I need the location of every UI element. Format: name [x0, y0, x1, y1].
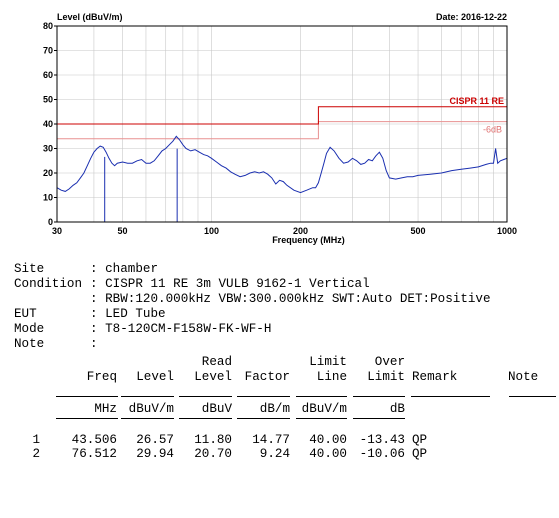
- table-cell: Remark: [412, 370, 458, 384]
- header-rule: [509, 396, 556, 397]
- table-cell: Over: [374, 355, 405, 369]
- info-row: : RBW:120.000kHz VBW:300.000kHz SWT:Auto…: [14, 292, 491, 307]
- units-rule: [237, 418, 290, 419]
- info-value: : LED Tube: [90, 307, 166, 321]
- info-value: :: [90, 337, 98, 351]
- table-cell: QP: [412, 433, 428, 447]
- info-label: Mode: [14, 322, 45, 336]
- table-cell: Note: [508, 370, 539, 384]
- units-rule: [353, 418, 405, 419]
- y-tick-label: 0: [48, 217, 53, 227]
- x-tick-label: 1000: [497, 226, 517, 236]
- table-cell: 43.506: [71, 433, 117, 447]
- table-cell: QP: [412, 447, 428, 461]
- table-cell: Level: [136, 370, 174, 384]
- header-rule: [179, 396, 232, 397]
- table-cell: 14.77: [252, 433, 290, 447]
- info-value: : CISPR 11 RE 3m VULB 9162-1 Vertical: [90, 277, 370, 291]
- table-cell: 2: [32, 447, 40, 461]
- table-cell: Freq: [86, 370, 117, 384]
- margin-label: -6dB: [483, 125, 502, 135]
- info-value: : chamber: [90, 262, 159, 276]
- limit-label: CISPR 11 RE: [449, 96, 504, 106]
- limit-lines: [57, 106, 507, 140]
- table-cell: 29.94: [136, 447, 174, 461]
- info-row: Mode : T8-120CM-F158W-FK-WF-H: [14, 322, 491, 337]
- limit-line: [57, 106, 507, 125]
- measurement-markers: [104, 148, 178, 222]
- x-tick-label: 50: [118, 226, 128, 236]
- y-tick-label: 10: [43, 193, 53, 203]
- info-label: EUT: [14, 307, 37, 321]
- info-row: Condition : CISPR 11 RE 3m VULB 9162-1 Ve…: [14, 277, 491, 292]
- y-tick-label: 70: [43, 46, 53, 56]
- table-cell: dBuV/m: [128, 402, 174, 416]
- table-cell: MHz: [94, 402, 117, 416]
- table-cell: Limit: [309, 355, 347, 369]
- x-tick-labels: 30 50 100 200 500 1000: [52, 226, 517, 236]
- y-tick-label: 40: [43, 119, 53, 129]
- table-cell: dB: [389, 402, 405, 416]
- info-label: [14, 292, 90, 307]
- table-cell: 40.00: [309, 447, 347, 461]
- table-cell: Line: [316, 370, 347, 384]
- test-info: Site : chamber Condition : CISPR 11 RE 3m V…: [14, 262, 491, 352]
- y-tick-label: 20: [43, 168, 53, 178]
- table-cell: 26.57: [136, 433, 174, 447]
- table-cell: 20.70: [194, 447, 232, 461]
- info-label: Site: [14, 262, 45, 276]
- series-line: [56, 135, 508, 194]
- table-cell: Factor: [244, 370, 290, 384]
- header-rule: [296, 396, 347, 397]
- header-rule: [353, 396, 405, 397]
- table-cell: 76.512: [71, 447, 117, 461]
- series-lines: [56, 135, 508, 194]
- table-cell: 9.24: [259, 447, 290, 461]
- info-label: Note: [14, 337, 45, 351]
- x-tick-label: 100: [204, 226, 219, 236]
- table-cell: 1: [32, 433, 40, 447]
- table-cell: Level: [194, 370, 232, 384]
- table-cell: Limit: [367, 370, 405, 384]
- x-tick-label: 200: [293, 226, 308, 236]
- plot-frame: [56, 25, 508, 223]
- table-cell: dBuV: [201, 402, 232, 416]
- table-cell: dB/m: [259, 402, 290, 416]
- table-cell: 40.00: [309, 433, 347, 447]
- units-rule: [296, 418, 347, 419]
- y-axis-title: Level (dBuV/m): [57, 12, 123, 22]
- header-rule: [237, 396, 290, 397]
- table-cell: -13.43: [359, 433, 405, 447]
- info-value: : RBW:120.000kHz VBW:300.000kHz SWT:Auto…: [90, 292, 491, 306]
- info-label: Condition: [14, 277, 83, 291]
- info-row: EUT : LED Tube: [14, 307, 491, 322]
- x-tick-label: 500: [411, 226, 426, 236]
- info-row: Note:: [14, 337, 491, 352]
- y-tick-labels: 0 10 20 30 40 50 60 70 80: [43, 21, 57, 227]
- info-value: : T8-120CM-F158W-FK-WF-H: [90, 322, 272, 336]
- table-cell: dBuV/m: [301, 402, 347, 416]
- units-rule: [179, 418, 232, 419]
- table-cell: -10.06: [359, 447, 405, 461]
- margin-line: [57, 121, 507, 140]
- table-cell: Read: [201, 355, 232, 369]
- units-rule: [121, 418, 174, 419]
- emission-chart: Level (dBuV/m) Date: 2016-12-22 0 10 20 30 4…: [43, 12, 517, 245]
- table-cell: 11.80: [194, 433, 232, 447]
- header-rule: [121, 396, 174, 397]
- info-row: Site : chamber: [14, 262, 491, 277]
- header-rule: [56, 396, 118, 397]
- units-rule: [56, 418, 118, 419]
- x-tick-label: 30: [52, 226, 62, 236]
- y-tick-label: 80: [43, 21, 53, 31]
- date-label: Date: 2016-12-22: [436, 12, 507, 22]
- x-axis-title: Frequency (MHz): [272, 235, 345, 245]
- y-tick-label: 60: [43, 70, 53, 80]
- header-rule: [411, 396, 490, 397]
- y-tick-label: 50: [43, 95, 53, 105]
- y-tick-label: 30: [43, 144, 53, 154]
